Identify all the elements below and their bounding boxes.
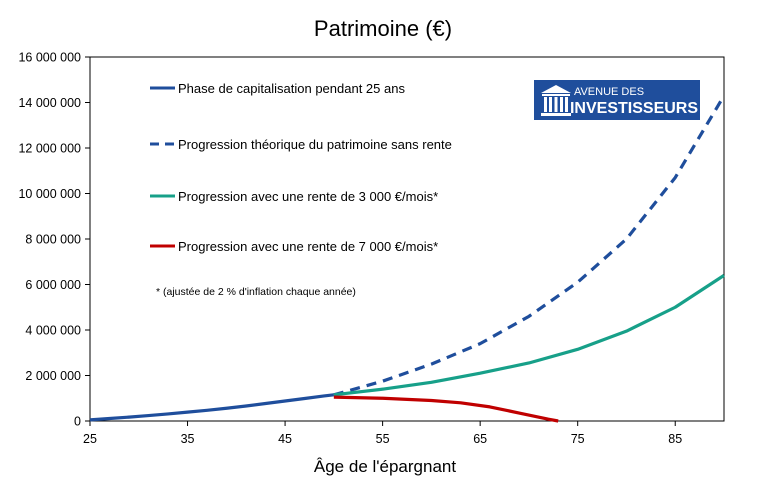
x-tick-label: 25 [83,432,97,446]
series-capitalisation-line [89,393,335,422]
logo-line1: AVENUE DES [574,86,644,98]
y-tick-label: 12 000 000 [18,142,81,156]
series-layer [89,94,726,423]
y-tick-label: 14 000 000 [18,96,81,110]
x-axis-title: Âge de l'épargnant [314,457,456,476]
legend-label-capitalisation: Phase de capitalisation pendant 25 ans [178,81,405,96]
logo-avenue-des-investisseurs: AVENUE DES INVESTISSEURS [534,80,700,120]
building-icon [541,85,571,116]
y-axis-ticks: 0 2 000 000 4 000 000 6 000 000 8 000 000 10 … [18,51,90,429]
logo-line2: INVESTISSEURS [570,100,698,117]
series-rente-7000-line [333,395,559,423]
x-tick-label: 55 [376,432,390,446]
legend-label-sans-rente: Progression théorique du patrimoine sans… [178,137,452,152]
y-tick-label: 10 000 000 [18,187,81,201]
x-tick-label: 85 [668,432,682,446]
legend-label-rente-3000: Progression avec une rente de 3 000 €/mo… [178,189,438,204]
footnote-inflation: * (ajustée de 2 % d'inflation chaque ann… [156,286,356,298]
y-tick-label: 6 000 000 [25,278,81,292]
y-tick-label: 16 000 000 [18,51,81,65]
chart-title: Patrimoine (€) [314,16,452,41]
series-sans-rente-line [333,94,726,397]
y-tick-label: 4 000 000 [25,324,81,338]
y-tick-label: 2 000 000 [25,369,81,383]
x-tick-label: 75 [571,432,585,446]
x-tick-label: 35 [181,432,195,446]
x-tick-label: 65 [473,432,487,446]
series-rente-3000-line [333,274,725,397]
legend-label-rente-7000: Progression avec une rente de 7 000 €/mo… [178,239,438,254]
legend: Phase de capitalisation pendant 25 ans P… [150,81,452,298]
x-tick-label: 45 [278,432,292,446]
x-axis-ticks: 25 35 45 55 65 75 85 [83,421,682,446]
y-tick-label: 0 [74,415,81,429]
y-tick-label: 8 000 000 [25,233,81,247]
